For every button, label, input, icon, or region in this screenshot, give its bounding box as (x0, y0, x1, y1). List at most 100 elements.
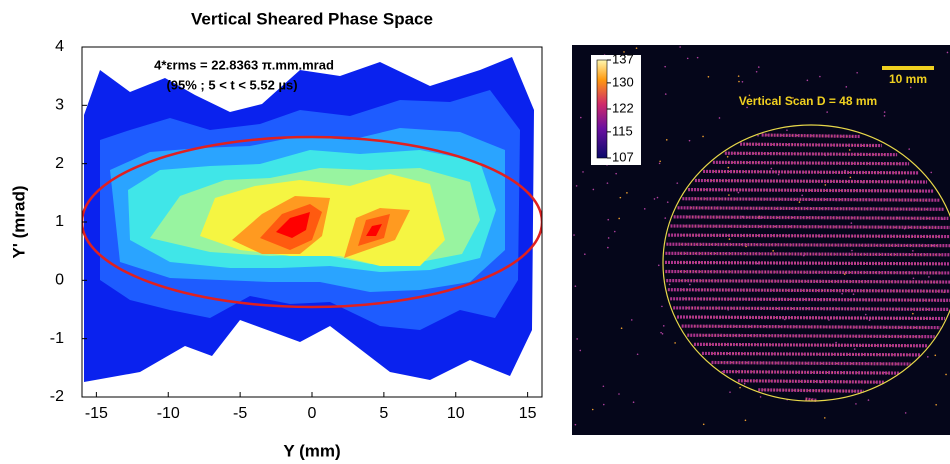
contours (82, 57, 542, 382)
chart-title: Vertical Sheared Phase Space (191, 9, 433, 28)
noise-dot (737, 75, 740, 77)
noise-dot (660, 331, 662, 334)
noise-dot (602, 385, 605, 388)
noise-dot (853, 348, 856, 350)
annotation: 4*εrms = 22.8363 π.mm.mrad (154, 57, 334, 72)
colorbar-tick-label: 122 (612, 100, 634, 115)
noise-dot (759, 396, 762, 398)
noise-dot (630, 319, 633, 321)
noise-dot (883, 115, 886, 117)
noise-dot (606, 182, 609, 184)
stripe-core (763, 389, 859, 392)
noise-dot (665, 139, 668, 141)
noise-dot (849, 176, 852, 179)
noise-dot (653, 198, 656, 200)
noise-dot (770, 167, 773, 170)
noise-dot (679, 46, 681, 48)
noise-dot (946, 51, 949, 54)
x-tick-label: -15 (85, 405, 108, 422)
stripe (758, 388, 864, 393)
noise-dot (668, 283, 671, 286)
colorbar-tick-label: 137 (612, 51, 634, 66)
noise-dot (726, 155, 729, 158)
colorbar-tick-label: 107 (612, 149, 634, 164)
stripe-core (805, 398, 817, 401)
colorbar-tick-label: 115 (612, 123, 633, 138)
stripe (723, 370, 899, 375)
noise-dot (798, 201, 801, 203)
stripe-core (745, 380, 877, 383)
noise-dot (718, 117, 721, 119)
y-tick-label: 0 (55, 272, 64, 289)
noise-dot (909, 86, 912, 89)
noise-dot (850, 222, 853, 224)
noise-dot (664, 217, 667, 219)
noise-dot (579, 349, 582, 352)
stripe (805, 397, 817, 402)
noise-dot (912, 277, 915, 280)
stripe (664, 260, 950, 266)
stripes (664, 133, 950, 402)
noise-dot (602, 403, 605, 406)
noise-dot (883, 111, 886, 113)
stripe (667, 288, 950, 293)
annotation: (95% ; 5 < t < 5.52 µs) (166, 77, 297, 92)
noise-dot (868, 319, 871, 322)
noise-dot (573, 234, 575, 236)
noise-dot (855, 403, 857, 405)
noise-dot (777, 173, 780, 176)
noise-dot (817, 98, 819, 101)
noise-dot (786, 129, 788, 131)
stripe (687, 333, 935, 339)
stripe (668, 233, 950, 239)
noise-dot (686, 57, 689, 60)
noise-dot (848, 149, 851, 151)
noise-dot (737, 191, 740, 194)
noise-dot (835, 341, 837, 344)
noise-dot (656, 196, 659, 199)
scale-bar-label: 10 mm (889, 72, 927, 86)
contour (276, 212, 310, 238)
noise-dot (841, 292, 843, 295)
stripe-core (700, 189, 922, 192)
y-axis-label: Y' (mrad) (9, 186, 28, 259)
noise-dot (729, 391, 731, 393)
stripe (712, 160, 910, 166)
noise-dot (582, 171, 584, 173)
noise-dot (615, 172, 617, 175)
y-tick-label: 1 (55, 213, 64, 230)
noise-dot (826, 111, 828, 113)
noise-dot (618, 217, 620, 220)
noise-dot (657, 264, 660, 267)
noise-dot (574, 285, 577, 287)
emittance-ellipse (82, 135, 542, 309)
noise-dot (806, 79, 809, 82)
noise-dot (728, 194, 730, 196)
noise-dot (702, 135, 704, 138)
noise-dot (772, 250, 774, 252)
noise-dot (623, 51, 625, 53)
noise-dot (702, 423, 705, 426)
noise-dot (738, 80, 740, 83)
stripe (694, 178, 928, 184)
noise-dot (661, 333, 664, 335)
noise-dot (828, 319, 830, 321)
noise-dot (945, 373, 947, 376)
noise-dot (607, 237, 610, 239)
x-tick-label: 0 (308, 405, 317, 422)
y-tick-label: -1 (50, 330, 64, 347)
stripe-core (680, 280, 942, 283)
noise-dot (728, 238, 731, 240)
noise-dot (930, 171, 933, 174)
stripe-core (680, 243, 942, 247)
noise-dot (739, 386, 741, 389)
noise-dot (618, 393, 620, 395)
noise-dot (934, 354, 937, 357)
noise-dot (664, 65, 666, 68)
noise-dot (664, 93, 667, 95)
noise-dot (748, 94, 751, 97)
noise-dot (856, 71, 858, 74)
contour (366, 224, 382, 236)
noise-dot (823, 417, 826, 419)
